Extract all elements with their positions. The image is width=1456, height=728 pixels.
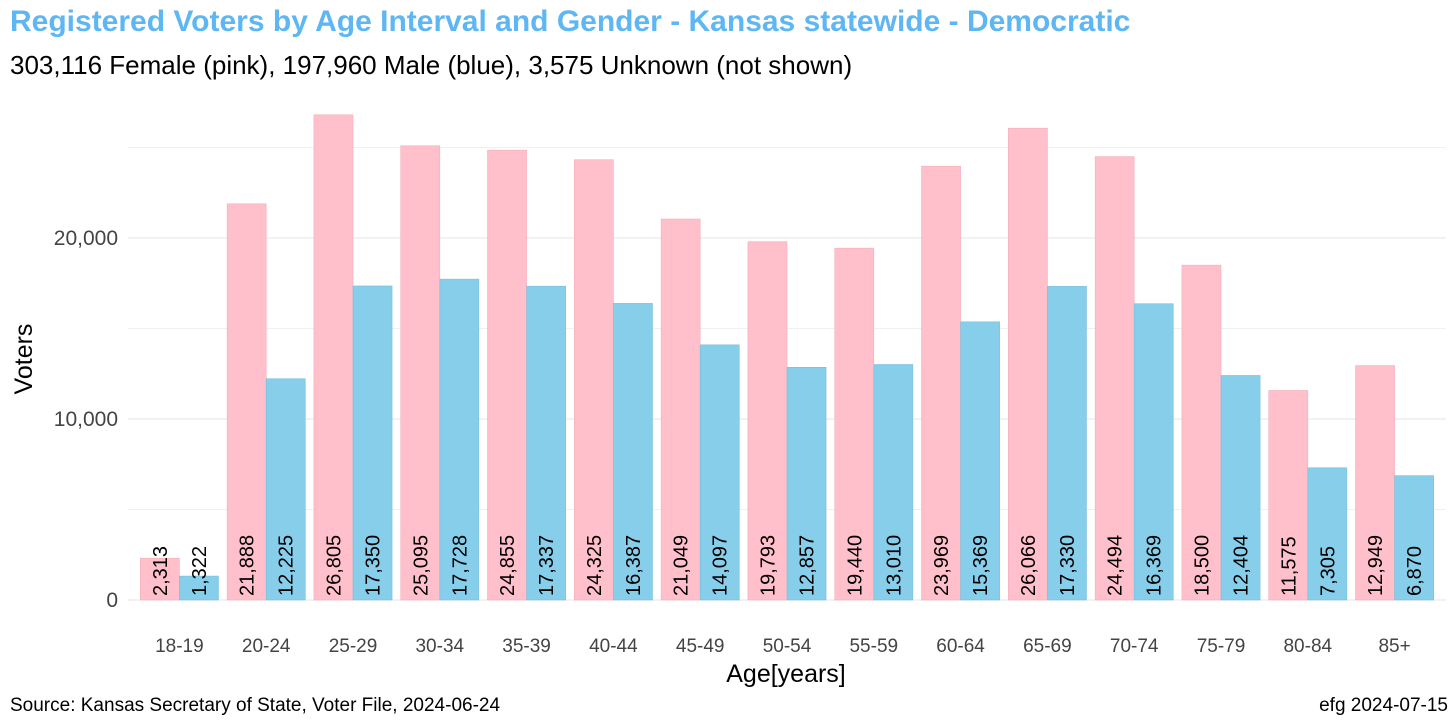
source-caption: Source: Kansas Secretary of State, Voter… xyxy=(10,695,501,716)
bar-female xyxy=(574,159,614,601)
y-axis-ticks: 0 10,000 20,000 xyxy=(54,227,118,612)
bar-label-male: 12,225 xyxy=(276,535,298,596)
bar-female xyxy=(660,218,701,601)
bar-male xyxy=(1047,286,1087,601)
x-tick-label: 85+ xyxy=(1378,636,1410,657)
bar-male xyxy=(786,366,827,601)
bar-label-male: 14,097 xyxy=(710,535,732,596)
bar-label-female: 23,969 xyxy=(931,535,953,596)
bar-label-male: 17,330 xyxy=(1057,535,1079,596)
bar-label-male: 17,728 xyxy=(449,535,471,596)
bar-label-female: 12,949 xyxy=(1365,535,1387,596)
x-tick-label: 35-39 xyxy=(502,636,551,657)
bar-label-male: 7,305 xyxy=(1317,546,1339,596)
bar-label-female: 21,049 xyxy=(671,535,693,596)
bar-male xyxy=(179,575,219,601)
bar-label-male: 17,350 xyxy=(363,535,385,596)
bar-male xyxy=(1133,303,1174,601)
bar-label-male: 12,857 xyxy=(797,535,819,596)
bar-label-female: 24,325 xyxy=(584,535,606,596)
x-tick-label: 25-29 xyxy=(329,636,378,657)
bar-label-male: 17,337 xyxy=(536,535,558,596)
bar-female xyxy=(400,145,441,601)
bar-male xyxy=(265,378,306,601)
bar-female xyxy=(747,241,788,601)
author-caption: efg 2024-07-15 xyxy=(1319,695,1448,716)
bar-label-male: 1,322 xyxy=(189,546,211,596)
bar-label-male: 15,369 xyxy=(970,535,992,596)
bar-labels: 2,313 1,322 21,888 12,225 26,805 17,350 25,095… xyxy=(150,535,1426,596)
x-tick-label: 55-59 xyxy=(849,636,898,657)
bar-label-female: 11,575 xyxy=(1278,536,1300,596)
bar-label-male: 12,404 xyxy=(1231,535,1253,596)
bar-female xyxy=(1008,127,1048,601)
bar-label-female: 25,095 xyxy=(410,535,432,596)
bar-male xyxy=(526,285,566,601)
bar-female xyxy=(1268,390,1309,601)
bar-label-female: 24,855 xyxy=(497,535,519,596)
x-tick-label: 65-69 xyxy=(1023,636,1072,657)
bar-male xyxy=(699,344,740,601)
x-tick-label: 75-79 xyxy=(1197,636,1246,657)
x-tick-label: 60-64 xyxy=(936,636,985,657)
bar-female xyxy=(1181,264,1222,601)
x-axis-title: Age[years] xyxy=(726,660,846,688)
bar-male xyxy=(873,364,914,601)
bar-label-male: 16,369 xyxy=(1144,535,1166,596)
bar-label-female: 26,066 xyxy=(1018,535,1040,596)
x-tick-label: 18-19 xyxy=(155,636,204,657)
bar-male xyxy=(1394,475,1434,601)
bar-female xyxy=(140,557,180,601)
chart-title: Registered Voters by Age Interval and Ge… xyxy=(10,5,1131,38)
bar-female xyxy=(487,149,527,601)
bar-female xyxy=(313,114,354,601)
x-tick-label: 50-54 xyxy=(763,636,812,657)
bar-label-male: 16,387 xyxy=(623,535,645,596)
bar-male xyxy=(439,278,480,601)
bar-male xyxy=(960,321,1000,601)
bars xyxy=(140,114,1434,601)
bar-label-female: 24,494 xyxy=(1105,535,1127,596)
y-tick-label: 10,000 xyxy=(54,408,118,431)
x-tick-label: 30-34 xyxy=(415,636,464,657)
bar-label-female: 18,500 xyxy=(1191,535,1213,596)
bar-female xyxy=(834,247,875,601)
bar-label-male: 13,010 xyxy=(883,535,905,596)
bar-label-female: 19,793 xyxy=(757,535,779,596)
y-tick-label: 20,000 xyxy=(54,227,118,250)
chart-subtitle: 303,116 Female (pink), 197,960 Male (blu… xyxy=(10,50,853,80)
bar-female xyxy=(921,165,961,601)
x-tick-label: 80-84 xyxy=(1283,636,1332,657)
y-axis-title: Voters xyxy=(10,324,38,395)
x-tick-label: 70-74 xyxy=(1110,636,1159,657)
x-tick-label: 40-44 xyxy=(589,636,638,657)
bar-label-female: 19,440 xyxy=(844,535,866,596)
bar-male xyxy=(352,285,393,601)
y-tick-label: 0 xyxy=(106,589,118,612)
bar-female xyxy=(1094,156,1135,601)
x-tick-label: 45-49 xyxy=(676,636,725,657)
bar-label-female: 26,805 xyxy=(323,535,345,596)
bar-label-male: 6,870 xyxy=(1404,546,1426,596)
x-tick-label: 20-24 xyxy=(242,636,291,657)
bar-label-female: 2,313 xyxy=(150,546,172,596)
bar-male xyxy=(613,303,653,601)
bar-male xyxy=(1307,467,1348,601)
x-axis-ticks: 18-19 20-24 25-29 30-34 35-39 40-44 45-49 50-54… xyxy=(155,636,1411,657)
bar-label-female: 21,888 xyxy=(237,535,259,596)
bar-male xyxy=(1220,375,1261,601)
